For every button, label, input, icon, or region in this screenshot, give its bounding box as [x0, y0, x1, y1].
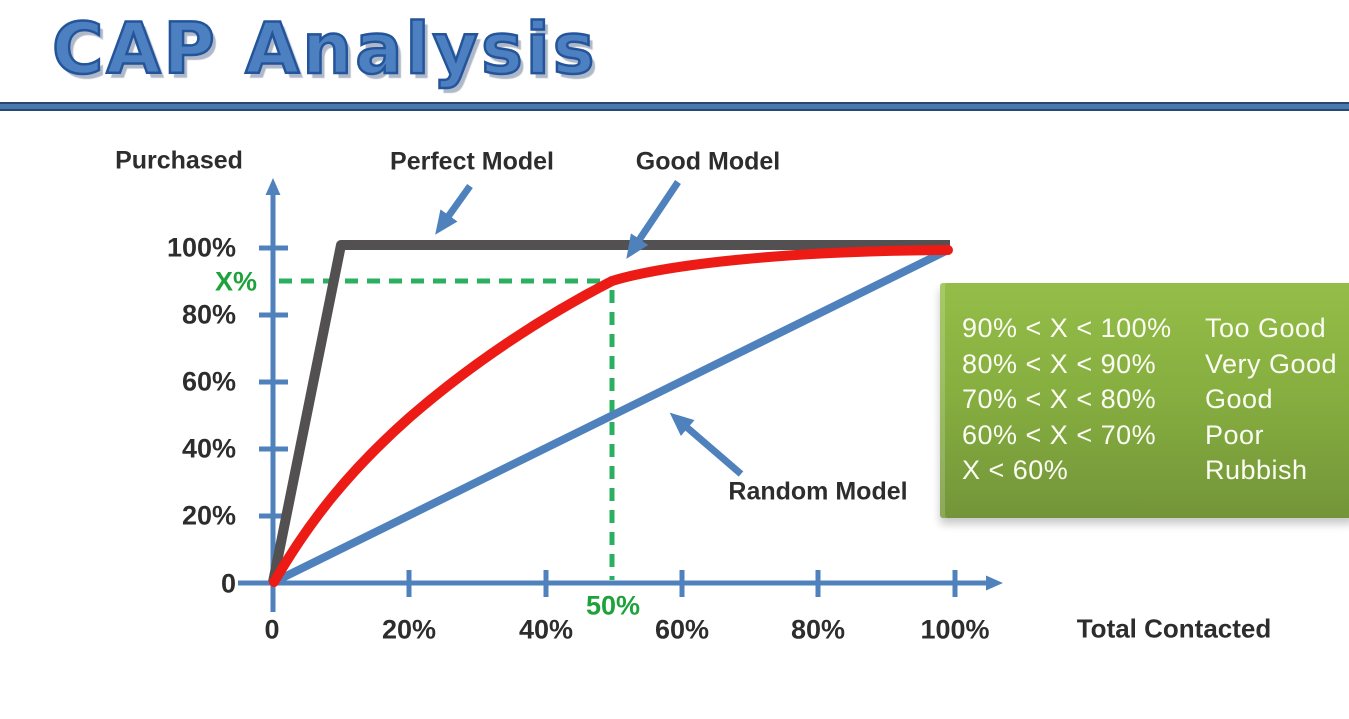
x-tick-80: 80% — [790, 614, 846, 645]
x-tick-40: 40% — [518, 614, 574, 645]
title-divider — [0, 102, 1349, 111]
perfect-model-label: Perfect Model — [390, 147, 554, 176]
y-tick-100: 100% — [166, 232, 236, 263]
rating-condition: 60% < X < 70% — [962, 419, 1157, 450]
good-model-label: Good Model — [635, 147, 781, 176]
x-tick-0: 0 — [264, 614, 280, 645]
page-title: CAP Analysis — [51, 7, 598, 92]
annotation-arrows — [435, 180, 744, 477]
x-tick-60: 60% — [654, 614, 710, 645]
y-tick-80: 80% — [181, 299, 236, 330]
rating-condition: 80% < X < 90% — [962, 348, 1157, 379]
y-tick-0: 0 — [220, 568, 236, 599]
rating-legend: 90% < X < 100% Too Good 80% < X < 90% Ve… — [940, 283, 1349, 518]
x-tick-20: 20% — [381, 614, 437, 645]
y-axis-title: Purchased — [115, 146, 243, 175]
rating-row-very-good: 80% < X < 90% Very Good — [962, 347, 1349, 383]
x-axis-ticks — [406, 570, 958, 597]
rating-row-too-good: 90% < X < 100% Too Good — [962, 311, 1349, 347]
perfect-model-arrow — [435, 183, 473, 235]
rating-value: Poor — [1205, 419, 1265, 450]
rating-row-poor: 60% < X < 70% Poor — [962, 418, 1349, 454]
rating-condition: X < 60% — [962, 455, 1069, 485]
rating-value: Rubbish — [1205, 455, 1308, 485]
y-tick-60: 60% — [181, 366, 236, 397]
x-tick-100: 100% — [920, 614, 990, 645]
rating-condition: 90% < X < 100% — [962, 313, 1172, 343]
rating-row-rubbish: X < 60% Rubbish — [962, 453, 1349, 489]
threshold-y-label: X% — [214, 266, 257, 297]
y-tick-20: 20% — [181, 500, 236, 531]
x-axis-title: Total Contacted — [1076, 613, 1272, 644]
perfect-model-line — [268, 240, 950, 583]
random-model-line — [274, 245, 952, 585]
rating-value: Very Good — [1205, 348, 1338, 379]
y-tick-40: 40% — [181, 433, 236, 464]
good-model-arrow — [626, 180, 681, 259]
rating-row-good: 70% < X < 80% Good — [962, 382, 1349, 418]
threshold-x-label: 50% — [585, 590, 641, 621]
rating-value: Too Good — [1205, 313, 1327, 343]
rating-condition: 70% < X < 80% — [962, 384, 1157, 414]
random-model-label: Random Model — [728, 477, 908, 506]
rating-value: Good — [1205, 384, 1274, 414]
good-model-curve — [269, 245, 953, 587]
random-model-arrow — [669, 412, 744, 477]
